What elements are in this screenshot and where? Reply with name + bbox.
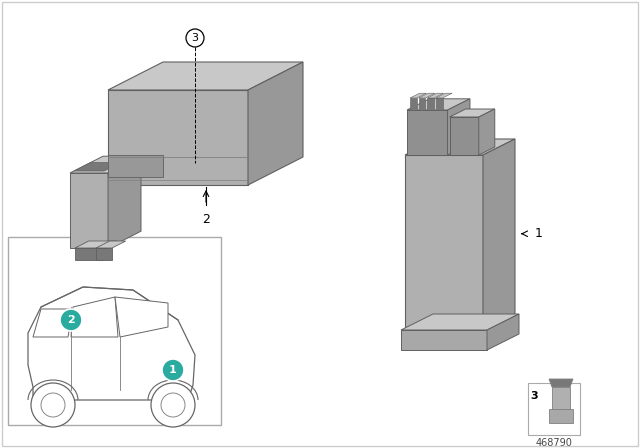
Bar [463, 334, 473, 340]
Bar [549, 409, 573, 423]
Polygon shape [410, 93, 426, 98]
Polygon shape [96, 241, 125, 248]
Polygon shape [407, 110, 447, 155]
Polygon shape [410, 98, 417, 110]
Polygon shape [401, 330, 487, 350]
Circle shape [151, 383, 195, 427]
Polygon shape [549, 379, 573, 387]
Polygon shape [487, 314, 519, 350]
Polygon shape [33, 309, 73, 337]
Polygon shape [428, 93, 444, 98]
Polygon shape [405, 155, 483, 330]
Polygon shape [449, 109, 495, 117]
Bar [552, 387, 570, 409]
Polygon shape [70, 173, 108, 248]
Polygon shape [436, 98, 443, 110]
Polygon shape [419, 98, 425, 110]
Polygon shape [28, 287, 195, 400]
Polygon shape [96, 248, 112, 260]
Polygon shape [108, 155, 163, 177]
Bar [415, 334, 425, 340]
Polygon shape [115, 297, 168, 337]
Polygon shape [108, 156, 141, 248]
Circle shape [41, 393, 65, 417]
Circle shape [60, 309, 82, 331]
Polygon shape [419, 93, 435, 98]
Polygon shape [108, 90, 248, 185]
Text: 1: 1 [535, 227, 543, 240]
Circle shape [31, 383, 75, 427]
Text: 3: 3 [191, 33, 198, 43]
Polygon shape [108, 62, 303, 90]
Polygon shape [405, 139, 515, 155]
Polygon shape [248, 62, 303, 185]
Text: 1: 1 [169, 365, 177, 375]
Polygon shape [74, 163, 120, 171]
Polygon shape [75, 241, 116, 248]
Text: 2: 2 [202, 213, 210, 226]
Polygon shape [75, 248, 103, 260]
Polygon shape [449, 117, 479, 155]
Bar [528, 383, 580, 435]
Polygon shape [407, 99, 470, 110]
Text: 468790: 468790 [536, 438, 572, 448]
Circle shape [162, 359, 184, 381]
Polygon shape [428, 98, 434, 110]
Polygon shape [436, 93, 452, 98]
Polygon shape [447, 99, 470, 155]
Polygon shape [70, 156, 141, 173]
Bar [8, 237, 221, 425]
Polygon shape [401, 314, 519, 330]
Polygon shape [71, 297, 118, 337]
Text: 3: 3 [530, 391, 538, 401]
Text: 2: 2 [67, 315, 75, 325]
Polygon shape [479, 109, 495, 155]
Polygon shape [483, 139, 515, 330]
Circle shape [161, 393, 185, 417]
